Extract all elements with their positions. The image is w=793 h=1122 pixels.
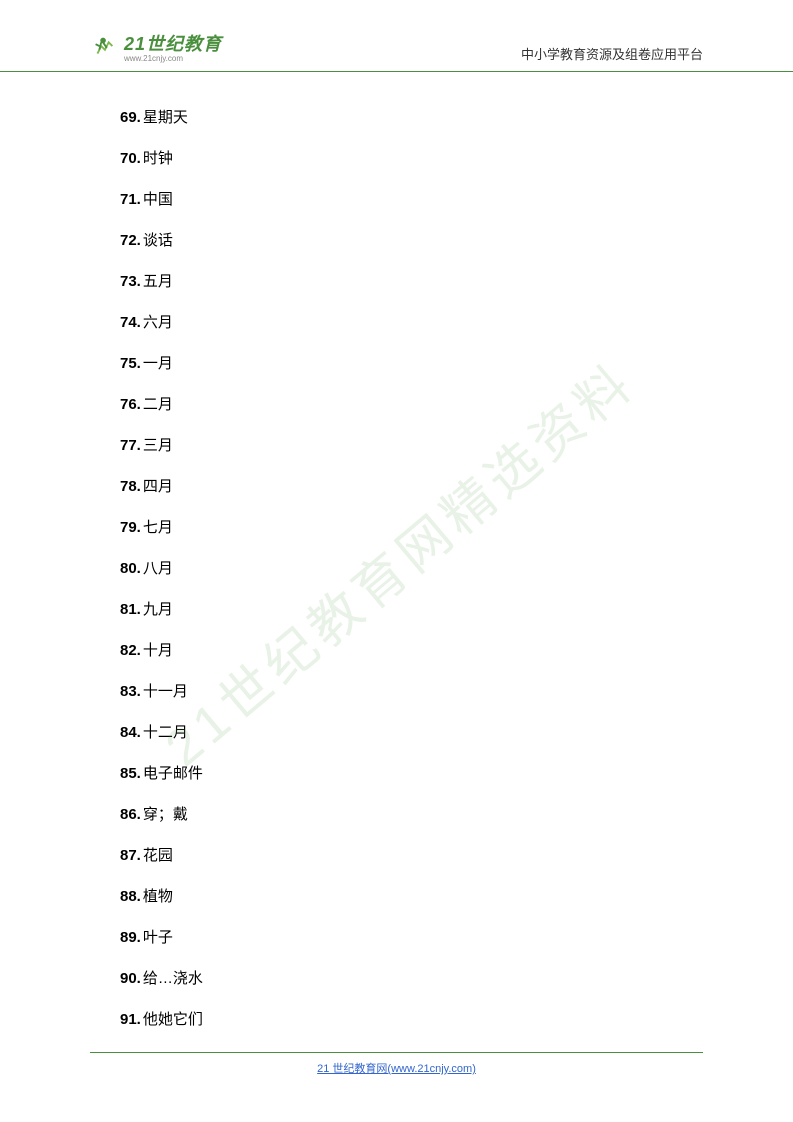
list-item: 71.中国 — [120, 188, 673, 209]
item-number: 82. — [120, 642, 141, 659]
item-text: 时钟 — [143, 150, 173, 167]
item-number: 77. — [120, 437, 141, 454]
item-text: 十月 — [143, 642, 173, 659]
item-number: 71. — [120, 191, 141, 208]
list-item: 70.时钟 — [120, 147, 673, 168]
item-number: 75. — [120, 355, 141, 372]
logo-icon — [90, 33, 118, 61]
item-number: 72. — [120, 232, 141, 249]
item-text: 三月 — [143, 437, 173, 454]
item-text: 二月 — [143, 396, 173, 413]
list-item: 85.电子邮件 — [120, 762, 673, 783]
list-item: 82.十月 — [120, 639, 673, 660]
list-item: 76.二月 — [120, 393, 673, 414]
list-item: 78.四月 — [120, 475, 673, 496]
item-text: 四月 — [143, 478, 173, 495]
logo-main-text: 21世纪教育 — [124, 34, 222, 54]
list-item: 75.一月 — [120, 352, 673, 373]
list-item: 80.八月 — [120, 557, 673, 578]
item-number: 79. — [120, 519, 141, 536]
list-item: 81.九月 — [120, 598, 673, 619]
list-item: 88.植物 — [120, 885, 673, 906]
list-item: 84.十二月 — [120, 721, 673, 742]
list-item: 89.叶子 — [120, 926, 673, 947]
item-number: 85. — [120, 765, 141, 782]
item-number: 88. — [120, 888, 141, 905]
item-text: 穿；戴 — [143, 806, 188, 823]
item-number: 69. — [120, 109, 141, 126]
item-number: 78. — [120, 478, 141, 495]
item-number: 74. — [120, 314, 141, 331]
content-area: 69.星期天 70.时钟 71.中国 72.谈话 73.五月 74.六月 75.一月 76.二… — [0, 76, 793, 1029]
item-text: 一月 — [143, 355, 173, 372]
item-text: 十二月 — [143, 724, 188, 741]
item-text: 花园 — [143, 847, 173, 864]
item-text: 星期天 — [143, 109, 188, 126]
item-text: 八月 — [143, 560, 173, 577]
item-number: 91. — [120, 1011, 141, 1028]
item-text: 十一月 — [143, 683, 188, 700]
item-number: 84. — [120, 724, 141, 741]
item-text: 中国 — [143, 191, 173, 208]
logo-text-container: 21世纪教育 www.21cnjy.com — [124, 30, 222, 63]
page-footer: 21 世纪教育网(www.21cnjy.com) — [90, 1052, 703, 1077]
page-header: 21世纪教育 www.21cnjy.com 中小学教育资源及组卷应用平台 — [0, 0, 793, 72]
list-item: 83.十一月 — [120, 680, 673, 701]
list-item: 86.穿；戴 — [120, 803, 673, 824]
item-text: 他她它们 — [143, 1011, 203, 1028]
footer-link[interactable]: 21 世纪教育网(www.21cnjy.com) — [317, 1063, 476, 1075]
item-number: 70. — [120, 150, 141, 167]
item-text: 谈话 — [143, 232, 173, 249]
list-item: 69.星期天 — [120, 106, 673, 127]
list-item: 77.三月 — [120, 434, 673, 455]
item-text: 植物 — [143, 888, 173, 905]
item-text: 九月 — [143, 601, 173, 618]
item-text: 给…浇水 — [143, 970, 203, 987]
item-number: 80. — [120, 560, 141, 577]
item-text: 叶子 — [143, 929, 173, 946]
item-number: 73. — [120, 273, 141, 290]
logo: 21世纪教育 www.21cnjy.com — [90, 30, 222, 63]
item-number: 90. — [120, 970, 141, 987]
header-right-text: 中小学教育资源及组卷应用平台 — [521, 44, 703, 63]
item-text: 六月 — [143, 314, 173, 331]
item-number: 76. — [120, 396, 141, 413]
item-text: 电子邮件 — [143, 765, 203, 782]
list-item: 74.六月 — [120, 311, 673, 332]
item-text: 七月 — [143, 519, 173, 536]
item-number: 86. — [120, 806, 141, 823]
item-text: 五月 — [143, 273, 173, 290]
list-item: 90.给…浇水 — [120, 967, 673, 988]
vocabulary-list: 69.星期天 70.时钟 71.中国 72.谈话 73.五月 74.六月 75.一月 76.二… — [120, 106, 673, 1029]
list-item: 79.七月 — [120, 516, 673, 537]
list-item: 72.谈话 — [120, 229, 673, 250]
list-item: 73.五月 — [120, 270, 673, 291]
list-item: 91.他她它们 — [120, 1008, 673, 1029]
item-number: 89. — [120, 929, 141, 946]
logo-sub-text: www.21cnjy.com — [124, 54, 222, 63]
list-item: 87.花园 — [120, 844, 673, 865]
item-number: 81. — [120, 601, 141, 618]
item-number: 87. — [120, 847, 141, 864]
item-number: 83. — [120, 683, 141, 700]
